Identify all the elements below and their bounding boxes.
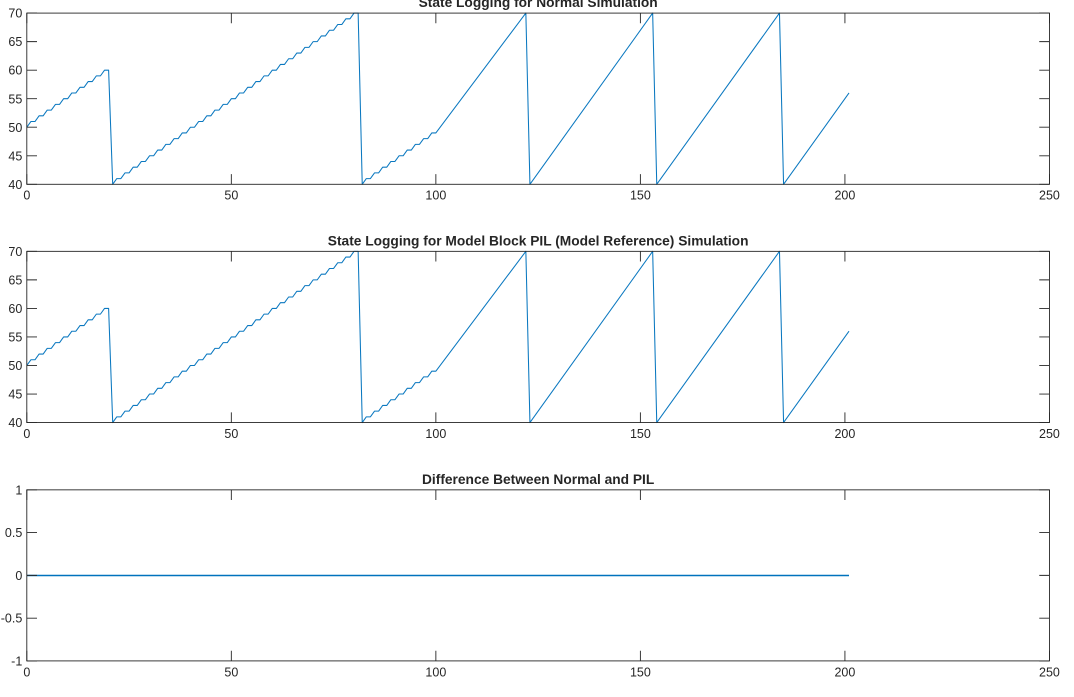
svg-text:0.5: 0.5 <box>5 526 22 540</box>
svg-text:State Logging for Model Block: State Logging for Model Block PIL (Model… <box>328 233 749 248</box>
svg-text:150: 150 <box>630 427 651 441</box>
svg-text:40: 40 <box>8 178 22 192</box>
svg-text:65: 65 <box>8 35 22 49</box>
svg-text:50: 50 <box>8 359 22 373</box>
svg-text:0: 0 <box>23 189 30 203</box>
svg-text:250: 250 <box>1039 665 1060 679</box>
svg-text:0: 0 <box>23 427 30 441</box>
svg-text:250: 250 <box>1039 189 1060 203</box>
svg-text:-0.5: -0.5 <box>1 612 23 626</box>
svg-text:40: 40 <box>8 416 22 430</box>
svg-text:Difference Between Normal and: Difference Between Normal and PIL <box>422 472 654 487</box>
svg-text:250: 250 <box>1039 427 1060 441</box>
svg-text:1: 1 <box>15 483 22 497</box>
svg-text:150: 150 <box>630 665 651 679</box>
svg-text:60: 60 <box>8 302 22 316</box>
svg-text:60: 60 <box>8 64 22 78</box>
svg-text:65: 65 <box>8 273 22 287</box>
svg-text:50: 50 <box>224 189 238 203</box>
svg-text:100: 100 <box>425 427 446 441</box>
svg-text:0: 0 <box>15 569 22 583</box>
svg-text:55: 55 <box>8 331 22 345</box>
svg-text:45: 45 <box>8 388 22 402</box>
svg-text:70: 70 <box>8 245 22 259</box>
svg-text:200: 200 <box>834 189 855 203</box>
svg-text:State Logging for Normal Simul: State Logging for Normal Simulation <box>419 0 658 10</box>
svg-text:-1: -1 <box>11 654 22 668</box>
svg-text:50: 50 <box>224 427 238 441</box>
svg-text:70: 70 <box>8 7 22 21</box>
svg-text:55: 55 <box>8 92 22 106</box>
svg-text:50: 50 <box>224 665 238 679</box>
svg-text:200: 200 <box>834 427 855 441</box>
svg-text:50: 50 <box>8 121 22 135</box>
svg-text:150: 150 <box>630 189 651 203</box>
svg-text:200: 200 <box>834 665 855 679</box>
svg-text:45: 45 <box>8 149 22 163</box>
svg-text:100: 100 <box>425 189 446 203</box>
svg-text:0: 0 <box>23 665 30 679</box>
svg-text:100: 100 <box>425 665 446 679</box>
